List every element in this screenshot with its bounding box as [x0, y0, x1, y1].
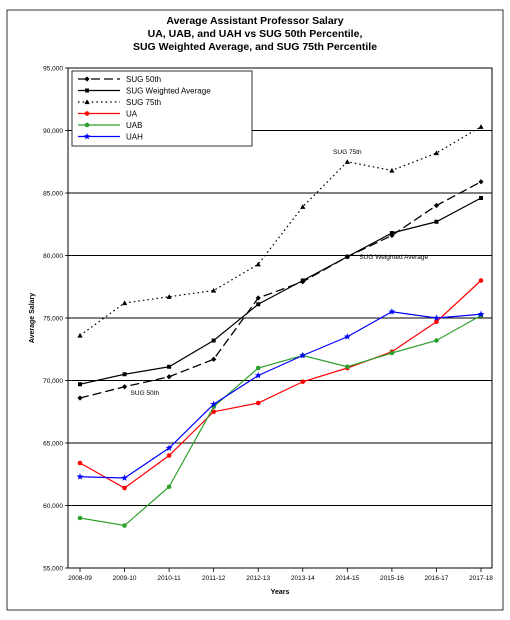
point-uab-2009-10	[122, 523, 127, 528]
point-uab-2012-13	[256, 366, 261, 371]
x-tick-label-2008-09: 2008-09	[68, 575, 92, 582]
y-tick-label-70000: 70,000	[43, 378, 63, 385]
y-axis-title: Average Salary	[29, 293, 36, 343]
x-tick-label-2012-13: 2012-13	[246, 575, 270, 582]
point-ua-2009-10	[122, 486, 127, 491]
legend-label-uab: UAB	[126, 121, 142, 130]
legend: SUG 50th SUG Weighted Average SUG 75th UA UA…	[72, 71, 252, 146]
y-tick-label-55000: 55,000	[43, 565, 63, 572]
y-tick-label-75000: 75,000	[43, 315, 63, 322]
point-sug-weighted-average-2008-09	[78, 382, 82, 386]
point-sug-weighted-average-2017-18	[479, 196, 483, 200]
point-sug-weighted-average-2016-17	[434, 220, 438, 224]
x-tick-label-2010-11: 2010-11	[157, 575, 181, 582]
x-tick-label-2017-18: 2017-18	[469, 575, 493, 582]
y-tick-label-65000: 65,000	[43, 440, 63, 447]
y-tick-label-85000: 85,000	[43, 190, 63, 197]
point-ua-2010-11	[167, 453, 172, 458]
y-tick-label-60000: 60,000	[43, 503, 63, 510]
legend-marker-sug-weighted-average	[85, 89, 89, 93]
point-ua-2012-13	[256, 401, 261, 406]
point-sug-weighted-average-2009-10	[123, 372, 127, 376]
annotation-sug-75th: SUG 75th	[333, 149, 362, 156]
x-tick-label-2009-10: 2009-10	[113, 575, 137, 582]
point-uab-2015-16	[390, 351, 395, 356]
x-tick-label-2016-17: 2016-17	[425, 575, 449, 582]
legend-label-sug-weighted-average: SUG Weighted Average	[126, 86, 211, 95]
legend-marker-ua	[85, 111, 90, 116]
legend-label-ua: UA	[126, 109, 138, 118]
x-axis-title: Years	[271, 589, 290, 596]
point-ua-2008-09	[78, 461, 83, 466]
point-sug-weighted-average-2013-14	[301, 279, 305, 283]
point-sug-weighted-average-2014-15	[345, 255, 349, 259]
x-tick-label-2013-14: 2013-14	[291, 575, 315, 582]
y-tick-label-90000: 90,000	[43, 128, 63, 135]
legend-marker-uab	[85, 123, 90, 128]
chart-subtitle-line-2: SUG Weighted Average, and SUG 75th Perce…	[133, 41, 377, 53]
point-sug-weighted-average-2012-13	[256, 302, 260, 306]
x-tick-label-2014-15: 2014-15	[335, 575, 359, 582]
y-tick-label-95000: 95,000	[43, 65, 63, 72]
point-ua-2017-18	[479, 278, 484, 283]
point-uab-2016-17	[434, 338, 439, 343]
x-tick-label-2015-16: 2015-16	[380, 575, 404, 582]
point-uab-2008-09	[78, 516, 83, 521]
legend-label-sug-75th: SUG 75th	[126, 98, 161, 107]
point-uab-2010-11	[167, 484, 172, 489]
point-sug-weighted-average-2010-11	[167, 365, 171, 369]
point-uab-2014-15	[345, 364, 350, 369]
y-tick-label-80000: 80,000	[43, 253, 63, 260]
x-tick-label-2011-12: 2011-12	[202, 575, 226, 582]
annotation-sug-50th: SUG 50th	[131, 390, 160, 397]
chart-subtitle-line-1: UA, UAB, and UAH vs SUG 50th Percentile,	[148, 28, 363, 40]
point-ua-2013-14	[300, 379, 305, 384]
annotation-sug-weighted-average: SUG Weighted Average	[359, 254, 428, 261]
legend-label-sug-50th: SUG 50th	[126, 75, 161, 84]
legend-label-uah: UAH	[126, 132, 143, 141]
point-sug-weighted-average-2015-16	[390, 231, 394, 235]
legend-box	[72, 71, 252, 146]
chart-title: Average Assistant Professor Salary	[166, 15, 343, 27]
point-sug-weighted-average-2011-12	[212, 339, 216, 343]
